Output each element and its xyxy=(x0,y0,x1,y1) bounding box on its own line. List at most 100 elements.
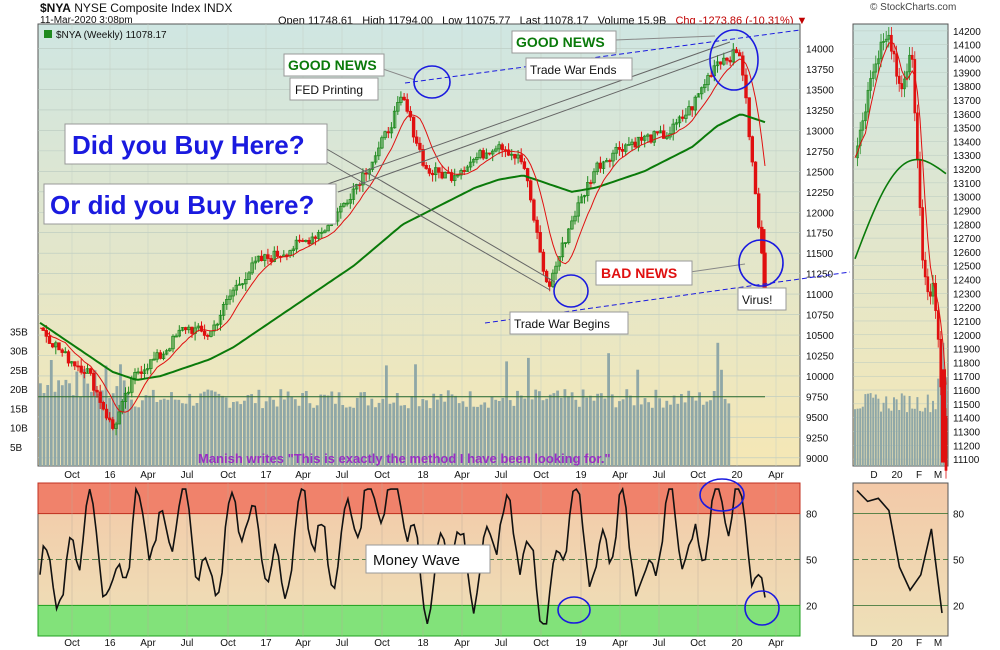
volume-bar xyxy=(392,402,396,466)
volume-bar xyxy=(53,391,57,466)
money-wave-label-box xyxy=(365,544,491,574)
inset-volume-bar xyxy=(869,393,872,466)
candle-up xyxy=(212,324,216,332)
candle-up xyxy=(677,116,682,124)
inset-candle-up xyxy=(869,78,872,91)
volume-bar xyxy=(71,395,75,466)
money-wave-label: Money Wave xyxy=(373,552,460,569)
volume-bar xyxy=(578,406,581,466)
price-x-tick-label: Jul xyxy=(495,470,508,481)
volume-bar xyxy=(490,396,494,466)
volume-bar xyxy=(388,403,392,466)
osc-x-tick-label: Oct xyxy=(64,638,80,649)
osc-x-tick-label: 16 xyxy=(104,638,116,649)
price-axis-tick-label: 12000 xyxy=(806,208,834,219)
volume-bar xyxy=(337,392,341,466)
price-axis-tick-label: 13500 xyxy=(806,85,834,96)
candle-up xyxy=(240,283,245,286)
inset-volume-bar xyxy=(908,396,911,466)
inset-volume-bar xyxy=(903,395,906,466)
volume-bar xyxy=(709,400,712,466)
volume-bar xyxy=(454,395,457,466)
candle-up xyxy=(567,228,571,244)
inset-candle-down xyxy=(918,159,922,208)
inset-candle-up xyxy=(864,111,867,122)
candle-down xyxy=(525,168,530,182)
volume-bar xyxy=(308,403,312,466)
inset-volume-bar xyxy=(854,409,856,466)
volume-bar xyxy=(436,399,439,466)
candle-down xyxy=(598,162,603,169)
candle-up xyxy=(636,136,641,148)
candle-down xyxy=(487,152,492,155)
candle-up xyxy=(294,239,299,250)
candle-down xyxy=(57,342,61,351)
inset-osc-x-tick-label: 20 xyxy=(891,638,903,649)
candle-down xyxy=(734,49,739,54)
volume-bar xyxy=(170,392,173,466)
brand-credit: © StockCharts.com xyxy=(870,2,957,13)
volume-bar xyxy=(468,391,472,466)
candle-down xyxy=(206,334,210,337)
volume-bar xyxy=(618,401,621,466)
volume-bar xyxy=(79,396,82,466)
price-legend-label: $NYA (Weekly) 11078.17 xyxy=(56,30,167,41)
candle-down xyxy=(535,219,539,233)
candle-down xyxy=(506,149,511,156)
inset-axis-tick-label: 11100 xyxy=(953,455,980,466)
candle-down xyxy=(620,148,625,152)
volume-bar xyxy=(46,385,50,466)
osc-x-tick-label: Oct xyxy=(220,638,236,649)
volume-bar xyxy=(315,405,319,466)
inset-axis-tick-label: 11700 xyxy=(953,372,981,383)
candle-up xyxy=(475,156,479,160)
volume-bar xyxy=(516,390,519,466)
candle-up xyxy=(399,96,403,103)
volume-bar xyxy=(141,400,144,466)
candle-down xyxy=(266,254,270,259)
volume-bar xyxy=(723,398,727,466)
volume-bar xyxy=(286,391,290,466)
candle-down xyxy=(89,368,93,374)
candle-up xyxy=(155,352,159,360)
candle-up xyxy=(361,172,365,186)
volume-bar xyxy=(377,402,381,466)
volume-bar xyxy=(57,380,60,466)
inset-axis-tick-label: 13100 xyxy=(953,179,981,190)
candle-down xyxy=(690,106,694,111)
candle-down xyxy=(183,327,188,331)
volume-bar xyxy=(166,399,170,466)
candle-up xyxy=(703,84,707,89)
money-wave-line xyxy=(39,486,766,625)
inset-axis-tick-label: 13200 xyxy=(953,165,981,176)
volume-bar xyxy=(381,398,385,466)
candle-down xyxy=(66,351,71,364)
candle-up xyxy=(706,75,710,86)
candle-up xyxy=(345,202,349,205)
candle-down xyxy=(76,365,80,368)
volume-bar xyxy=(235,401,239,466)
candle-down xyxy=(275,250,280,257)
inset-osc-tick-label: 20 xyxy=(953,601,965,612)
highlight-circle-osc-low xyxy=(557,596,591,624)
inset-candle-down xyxy=(926,276,930,293)
candle-up xyxy=(123,392,128,402)
volume-bar xyxy=(661,407,665,466)
volume-axis-tick-label: 5B xyxy=(10,443,23,454)
candle-up xyxy=(323,230,327,233)
candle-down xyxy=(437,167,441,173)
volume-bar xyxy=(246,395,250,466)
inset-osc-x-tick-label: D xyxy=(870,638,877,649)
candle-down xyxy=(73,361,77,367)
inset-volume-bar xyxy=(932,400,934,466)
volume-bar xyxy=(301,393,304,466)
note-box-trade-war-begins xyxy=(509,311,629,335)
inset-volume-bar xyxy=(867,393,869,466)
osc-x-tick-label: Jul xyxy=(336,638,349,649)
volume-bar xyxy=(293,399,297,466)
note-box-virus xyxy=(737,287,787,311)
volume-bar xyxy=(42,393,46,466)
candle-up xyxy=(624,144,628,152)
candle-up xyxy=(263,254,267,261)
candle-up xyxy=(674,122,679,125)
